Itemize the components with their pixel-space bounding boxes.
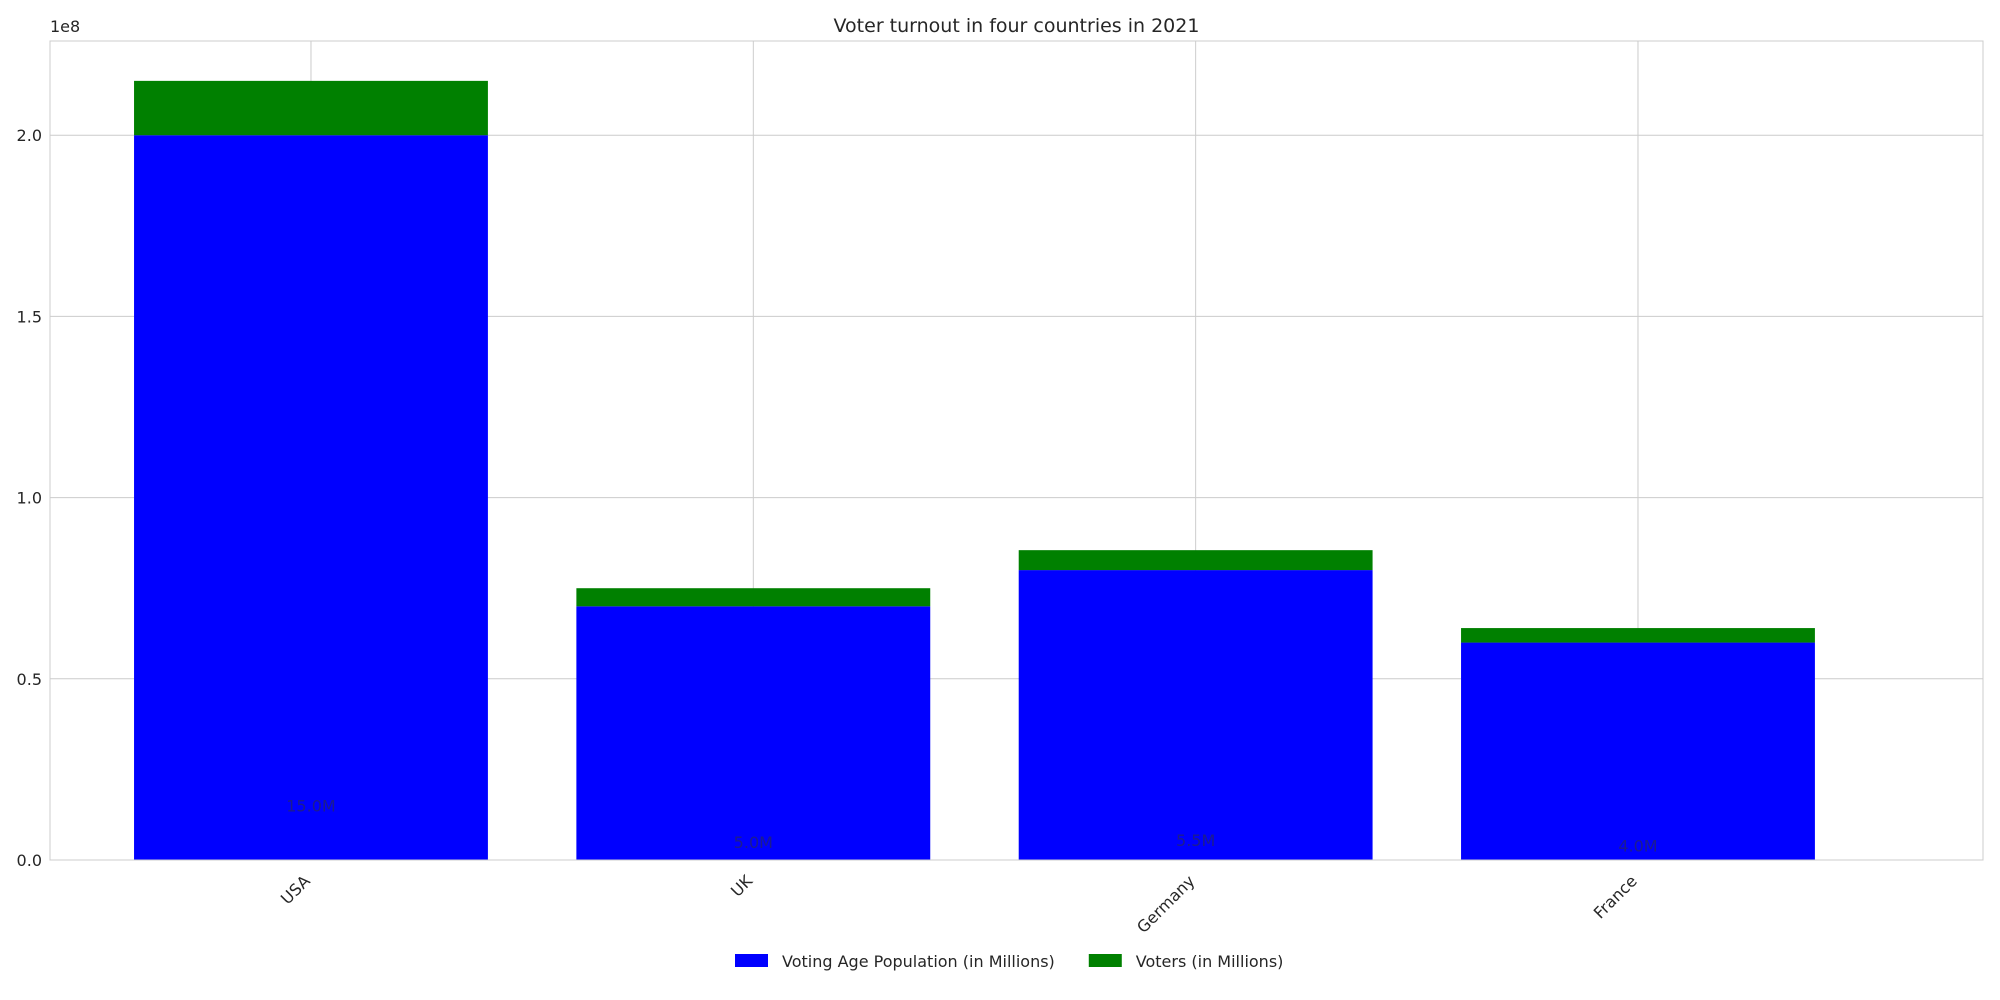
- legend-label: Voting Age Population (in Millions): [782, 952, 1055, 971]
- bar-voters: [1461, 628, 1815, 643]
- chart-title: Voter turnout in four countries in 2021: [834, 15, 1200, 37]
- bar-layer: [134, 80, 1815, 860]
- legend-swatch: [1088, 954, 1122, 967]
- plot-frame: [49, 40, 1984, 861]
- y-tick-label: 0.5: [17, 670, 42, 689]
- legend: Voting Age Population (in Millions) Voter…: [735, 952, 1283, 971]
- bar-data-label: 15.0M: [286, 797, 335, 816]
- bar-voters: [1018, 550, 1373, 571]
- legend-swatch: [735, 954, 768, 967]
- bar-data-label: 4.0M: [1618, 837, 1657, 856]
- legend-label: Voters (in Millions): [1136, 952, 1284, 971]
- bar-voters: [576, 588, 931, 607]
- bar-voting-age-population: [1018, 570, 1373, 860]
- bar-voting-age-population: [1461, 642, 1815, 860]
- bar-voting-age-population: [134, 135, 488, 860]
- y-tick-label: 1.0: [17, 489, 42, 508]
- bar-data-label: 5.0M: [734, 833, 773, 852]
- y-tick-label: 0.0: [17, 851, 42, 870]
- y-axis-offset-label: 1e8: [50, 17, 80, 36]
- bar-voting-age-population: [576, 606, 931, 860]
- bar-data-label: 5.5M: [1176, 831, 1215, 850]
- bar-voters: [134, 80, 488, 136]
- y-tick-label: 1.5: [17, 307, 42, 326]
- y-tick-label: 2.0: [17, 126, 42, 145]
